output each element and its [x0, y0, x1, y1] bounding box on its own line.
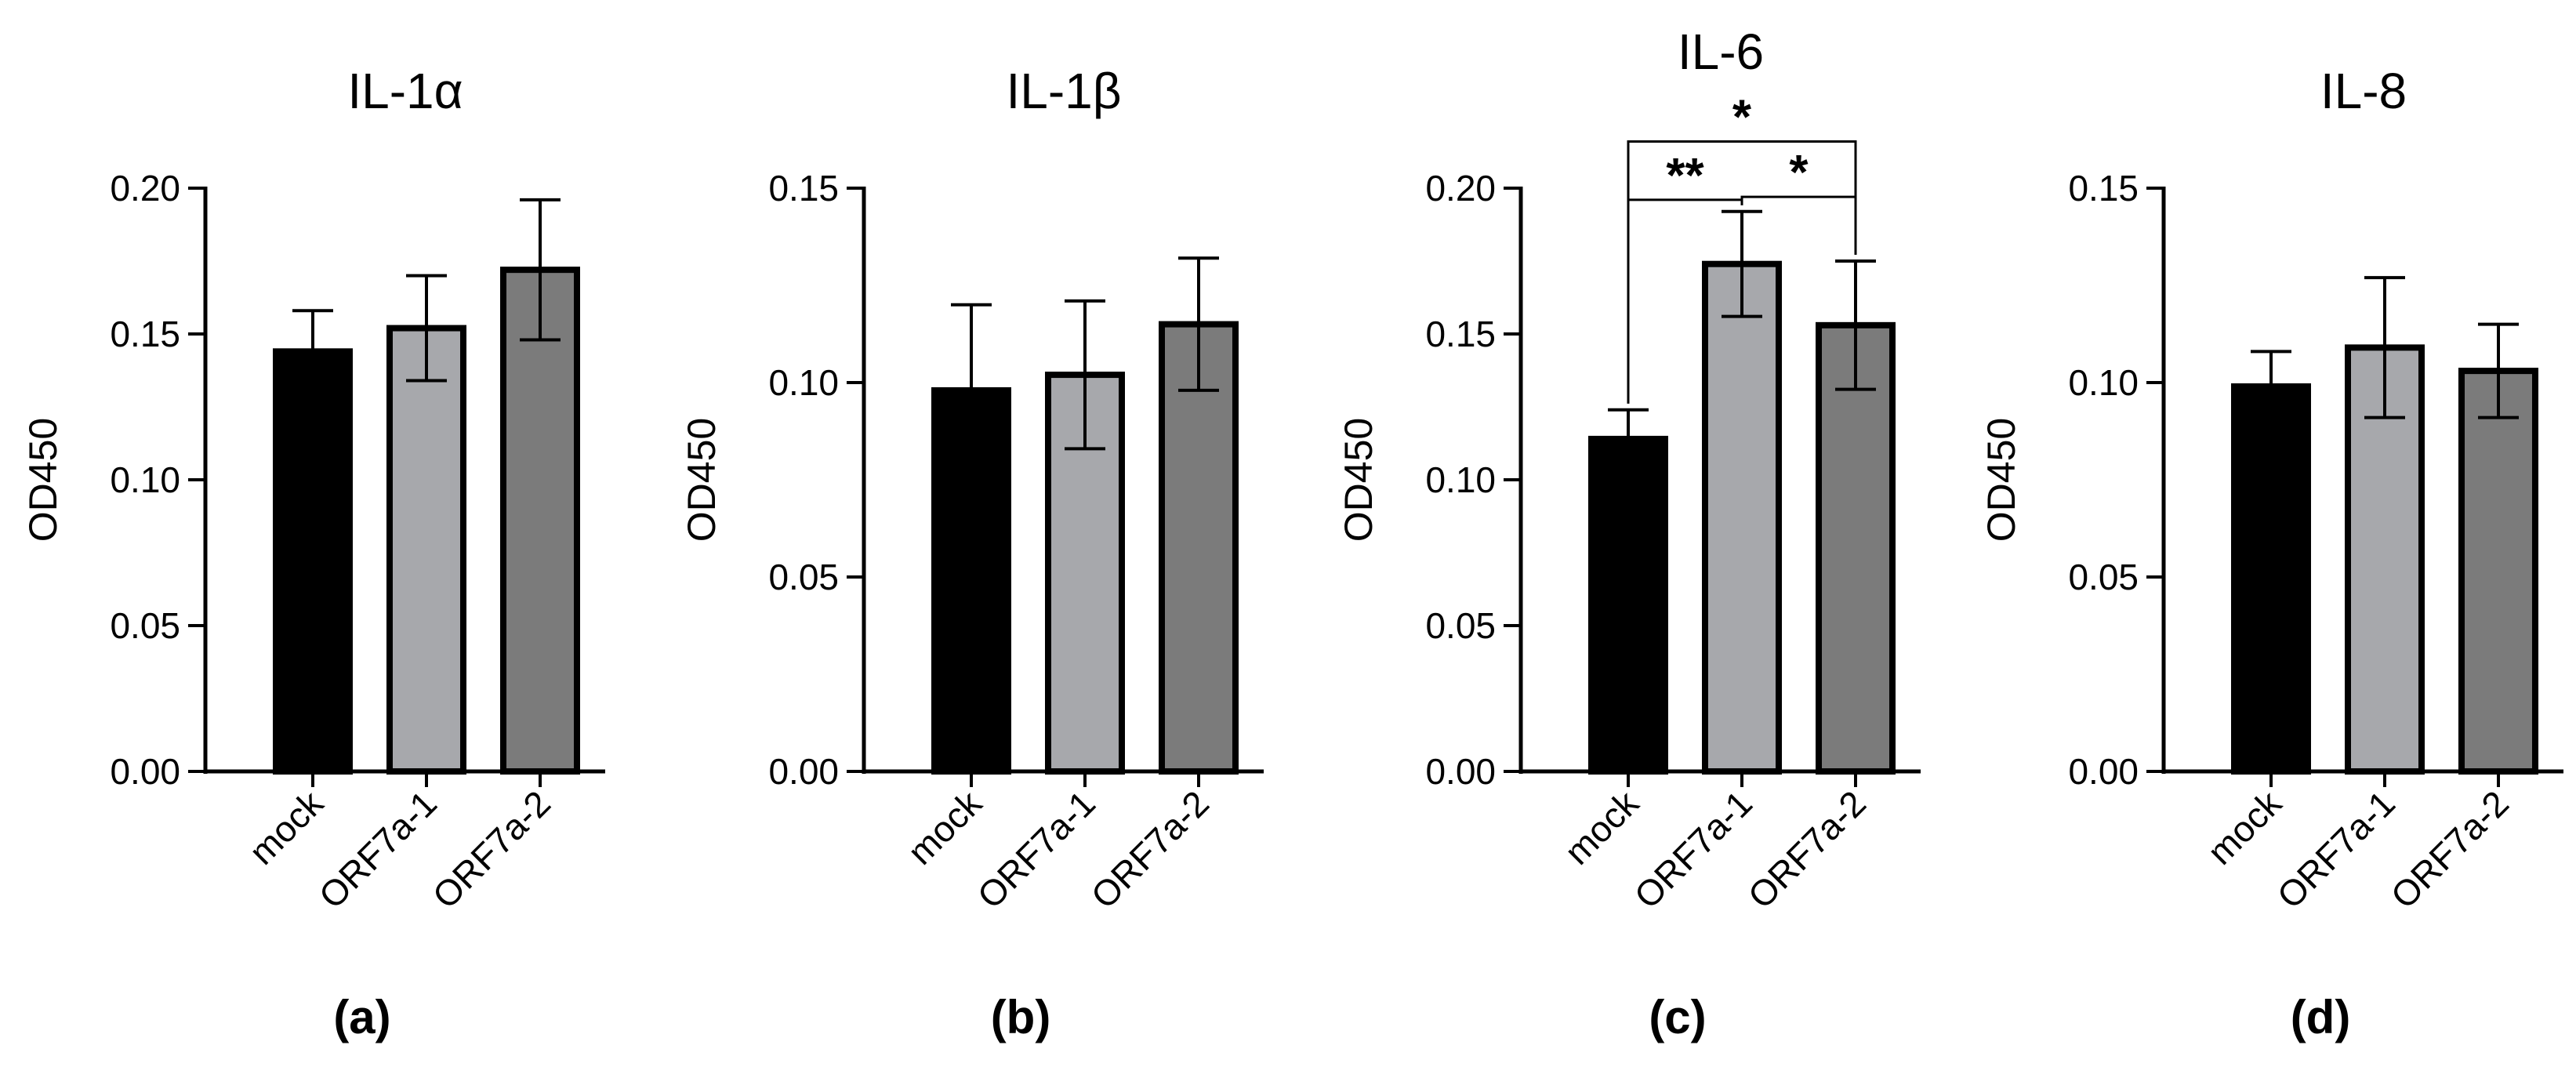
chart-panel-2: 0.00 0.05 0.10 0.15 OD450 IL-1β mockORF7a-1ORF…: [680, 63, 1264, 1043]
y-tick-label: 0.15: [1425, 314, 1496, 354]
y-tick-label: 0.15: [2068, 168, 2139, 209]
x-tick-label: ORF7a-1: [311, 782, 445, 916]
y-tick-label: 0.00: [1425, 751, 1496, 792]
bar-ORF7a-2: [1816, 321, 1896, 775]
y-tick-label: 0.20: [110, 168, 180, 209]
significance-label: **: [1666, 149, 1704, 203]
y-tick-label: 0.10: [1425, 459, 1496, 500]
y-tick-label: 0.00: [768, 751, 839, 792]
y-tick-label: 0.20: [1425, 168, 1496, 209]
bar-mock: [273, 348, 353, 775]
y-tick-label: 0.10: [110, 459, 180, 500]
panel-label: (d): [2291, 991, 2351, 1043]
y-tick-label: 0.00: [110, 751, 180, 792]
x-tick-label: ORF7a-1: [1627, 782, 1761, 916]
y-tick-label: 0.10: [2068, 362, 2139, 403]
significance-label: *: [1732, 90, 1752, 144]
x-tick-label: ORF7a-1: [2269, 782, 2404, 916]
x-tick-label: mock: [1557, 782, 1647, 873]
panel-label: (a): [333, 991, 390, 1043]
y-tick-label: 0.05: [1425, 605, 1496, 646]
x-tick-label: ORF7a-2: [1740, 782, 1874, 916]
panel-label: (b): [991, 991, 1051, 1043]
significance-label: *: [1789, 146, 1809, 200]
panel-label: (c): [1649, 991, 1706, 1043]
y-axis-label: OD450: [1337, 418, 1381, 542]
bar-ORF7a-2: [2458, 368, 2538, 775]
bar-mock: [2231, 383, 2311, 775]
chart-panel-4: 0.00 0.05 0.10 0.15 OD450 IL-8 mockORF7a-1ORF7…: [1979, 63, 2563, 1043]
chart-title: IL-6: [1678, 24, 1764, 80]
chart-title: IL-1β: [1006, 63, 1121, 119]
chart-title: IL-8: [2320, 63, 2407, 119]
x-tick-label: ORF7a-1: [970, 782, 1104, 916]
y-tick-label: 0.10: [768, 362, 839, 403]
y-tick-label: 0.15: [110, 314, 180, 354]
x-tick-label: mock: [900, 782, 990, 873]
chart-panel-3: 0.00 0.05 0.10 0.15 0.20 OD450 IL-6 mockORF7a-1…: [1337, 24, 1921, 1043]
y-tick-label: 0.05: [768, 557, 839, 597]
chart-panel-1: 0.000.050.100.150.20OD450IL-1αmockORF7a-…: [21, 63, 605, 1043]
significance-bracket: [1740, 195, 1857, 255]
bar-ORF7a-1: [386, 325, 466, 775]
bar-ORF7a-2: [500, 267, 580, 775]
y-axis-label: OD450: [680, 418, 724, 542]
x-tick-label: ORF7a-2: [1083, 782, 1217, 916]
y-tick-label: 0.05: [2068, 557, 2139, 597]
bar-ORF7a-1: [1702, 260, 1782, 775]
bar-mock: [1588, 435, 1668, 775]
x-tick-label: mock: [2200, 782, 2290, 873]
y-axis-label: OD450: [21, 418, 65, 542]
x-tick-label: ORF7a-2: [425, 782, 559, 916]
chart-title: IL-1α: [347, 63, 463, 119]
y-tick-label: 0.05: [110, 605, 180, 646]
y-tick-label: 0.00: [2068, 751, 2139, 792]
x-tick-label: mock: [241, 782, 332, 873]
x-tick-label: ORF7a-2: [2383, 782, 2517, 916]
y-tick-label: 0.15: [768, 168, 839, 209]
y-axis-label: OD450: [1979, 418, 2023, 542]
